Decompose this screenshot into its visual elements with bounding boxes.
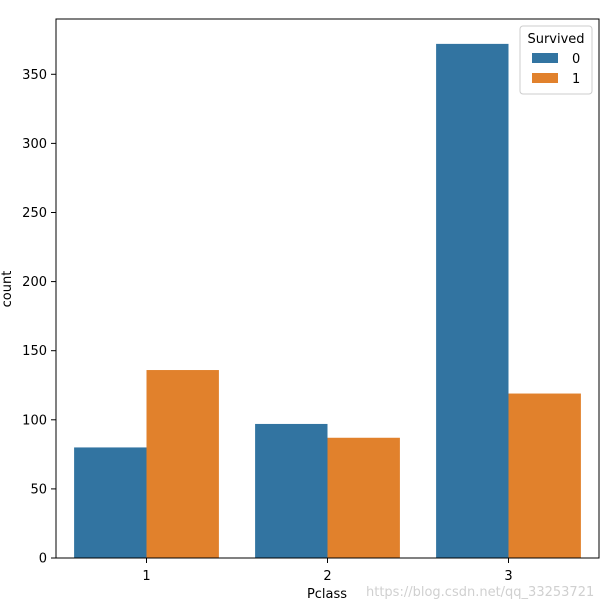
legend-swatch-1 [532,73,558,83]
legend: Survived 0 1 [519,25,593,95]
y-tick-label: 350 [22,68,47,83]
x-tick-label: 2 [323,569,331,584]
x-tick-label: 1 [142,569,150,584]
y-tick-label: 200 [22,275,47,290]
plot-frame [55,18,600,559]
watermark-text: https://blog.csdn.net/qq_33253721 [366,585,594,600]
y-tick-label: 50 [30,482,47,497]
legend-swatch-0 [532,53,558,63]
y-tick-label: 150 [22,344,47,359]
y-tick-label: 250 [22,206,47,221]
bar-pclass-1-survived-0 [74,447,147,558]
bar-pclass-3-survived-1 [508,393,581,558]
y-tick-label: 100 [22,413,47,428]
y-axis-ticks: 0 50 100 150 200 250 300 350 [22,68,56,567]
bar-pclass-2-survived-0 [255,423,328,558]
bar-pclass-3-survived-0 [436,43,509,558]
bar-pclass-1-survived-1 [146,370,219,558]
y-tick-label: 0 [39,552,47,567]
y-tick-label: 300 [22,137,47,152]
bars-layer [74,43,581,558]
x-axis-ticks: 1 2 3 [142,558,513,584]
x-tick-label: 3 [504,569,512,584]
x-axis-label: Pclass [307,587,347,602]
legend-label-0: 0 [572,52,580,67]
bar-pclass-2-survived-1 [327,437,400,558]
legend-title: Survived [527,32,584,47]
legend-label-1: 1 [572,72,580,87]
y-axis-label: count [0,271,15,308]
